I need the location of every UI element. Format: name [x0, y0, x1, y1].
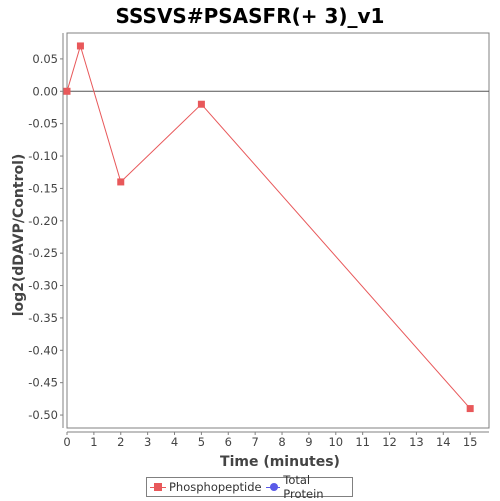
- x-tick-label: 4: [171, 435, 178, 449]
- x-tick-label: 11: [355, 435, 370, 449]
- y-tick-label: 0.05: [32, 52, 58, 66]
- x-tick-label: 15: [463, 435, 478, 449]
- x-tick-label: 0: [63, 435, 70, 449]
- data-point: [466, 405, 474, 413]
- x-tick-label: 1: [90, 435, 97, 449]
- x-tick-label: 12: [382, 435, 397, 449]
- square-marker-icon: [150, 482, 166, 492]
- plot-area: 0.05 0.00 -0.05 -0.10 -0.15 -0.20 -0.25 -0.30 -0…: [28, 32, 490, 449]
- x-tick-label: 13: [409, 435, 424, 449]
- y-tick-label: -0.35: [28, 311, 58, 325]
- y-tick-label: -0.30: [28, 279, 58, 293]
- y-tick-label: -0.25: [28, 246, 58, 260]
- data-point: [76, 42, 84, 50]
- x-tick-label: 7: [251, 435, 258, 449]
- y-axis-label: log2(dDAVP/Control): [11, 154, 27, 317]
- circle-marker-icon: [265, 482, 281, 492]
- x-tick-label: 9: [305, 435, 312, 449]
- chart-title: SSSVS#PSASFR(+ 3)_v1: [116, 4, 385, 28]
- y-tick-label: -0.10: [28, 149, 58, 163]
- y-tick-label: -0.40: [28, 343, 58, 357]
- x-tick-label: 8: [278, 435, 285, 449]
- x-tick-label: 6: [225, 435, 232, 449]
- legend-item-total-protein: Total Protein: [265, 473, 348, 501]
- y-tick-label: 0.00: [32, 84, 58, 98]
- x-axis-label: Time (minutes): [220, 454, 340, 470]
- legend-label-total-protein: Total Protein: [283, 473, 324, 501]
- y-tick-label: -0.15: [28, 181, 58, 195]
- x-tick-label: 3: [144, 435, 151, 449]
- legend-item-phosphopeptide: Phosphopeptide: [150, 480, 262, 494]
- x-tick-label: 2: [117, 435, 124, 449]
- y-tick-label: -0.20: [28, 214, 58, 228]
- plot-frame: [66, 32, 490, 429]
- data-point: [117, 178, 125, 186]
- legend: Phosphopeptide Total Protein: [146, 473, 353, 501]
- x-tick-label: 10: [328, 435, 343, 449]
- data-point: [197, 100, 205, 108]
- y-tick-label: -0.45: [28, 376, 58, 390]
- legend-label-phosphopeptide: Phosphopeptide: [169, 480, 262, 494]
- y-tick-label: -0.50: [28, 408, 58, 422]
- data-point: [63, 87, 71, 95]
- x-tick-label: 5: [198, 435, 205, 449]
- x-tick-label: 14: [436, 435, 451, 449]
- y-tick-label: -0.05: [28, 117, 58, 131]
